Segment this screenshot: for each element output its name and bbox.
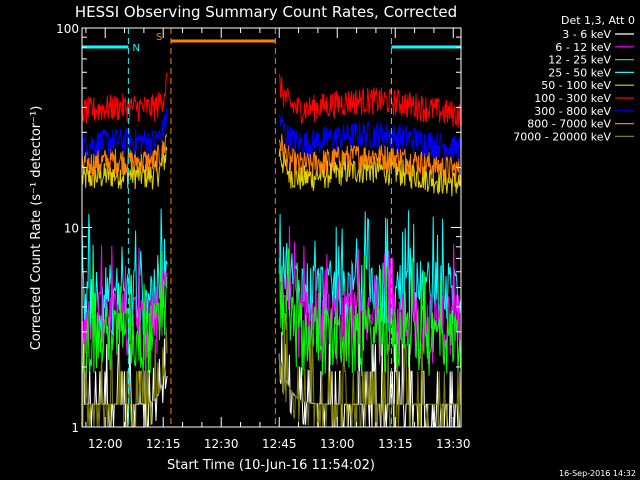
- axes-layer: 1 10 100 12:00 12:15 12:30 12:45 13:00 13:15 13:3…: [56, 22, 470, 451]
- legend-label: 300 - 800 keV: [534, 105, 611, 118]
- x-tick-label: 13:00: [320, 437, 355, 451]
- series-line: [81, 72, 168, 124]
- flag-bar: [82, 45, 129, 49]
- x-axis-label: Start Time (10-Jun-16 11:54:02): [167, 458, 375, 473]
- legend-header: Det 1,3, Att 0: [561, 14, 635, 27]
- timestamp: 16-Sep-2016 14:32: [559, 469, 636, 478]
- legend-label: 100 - 300 keV: [534, 92, 611, 105]
- series-line: [81, 338, 168, 428]
- legend-label: 50 - 100 keV: [541, 79, 611, 92]
- x-tick-label: 12:00: [88, 437, 123, 451]
- series-line: [81, 107, 168, 160]
- series-line: [278, 114, 461, 163]
- series-line: [278, 248, 461, 379]
- flag-bar: [391, 45, 461, 49]
- legend-label: 7000 - 20000 keV: [513, 130, 611, 143]
- y-tick-label: 100: [56, 22, 79, 36]
- x-tick-label: 13:15: [378, 437, 413, 451]
- y-tick-label: 1: [71, 421, 79, 435]
- legend-label: 800 - 7000 keV: [527, 118, 611, 131]
- flag-bar: [170, 39, 276, 43]
- data-layer: [81, 72, 461, 428]
- legend-label: 6 - 12 keV: [555, 41, 611, 54]
- legend-label: 12 - 25 keV: [548, 54, 611, 67]
- series-line: [278, 314, 461, 428]
- x-tick-label: 12:15: [146, 437, 181, 451]
- series-line: [81, 250, 168, 379]
- flag-label: S: [156, 32, 162, 43]
- legend-label: 3 - 6 keV: [562, 28, 611, 41]
- chart-title: HESSI Observing Summary Count Rates, Cor…: [75, 3, 457, 21]
- flag-label: N: [132, 43, 139, 54]
- y-axis-label: Corrected Count Rate (s⁻¹ detector⁻¹): [29, 106, 44, 351]
- legend-label: 25 - 50 keV: [548, 66, 611, 79]
- series-line: [81, 133, 168, 178]
- series-line: [278, 73, 461, 128]
- y-tick-label: 10: [64, 222, 79, 236]
- x-tick-label: 13:30: [436, 437, 471, 451]
- x-tick-label: 12:30: [204, 437, 239, 451]
- series-line: [278, 134, 461, 184]
- x-tick-label: 12:45: [262, 437, 297, 451]
